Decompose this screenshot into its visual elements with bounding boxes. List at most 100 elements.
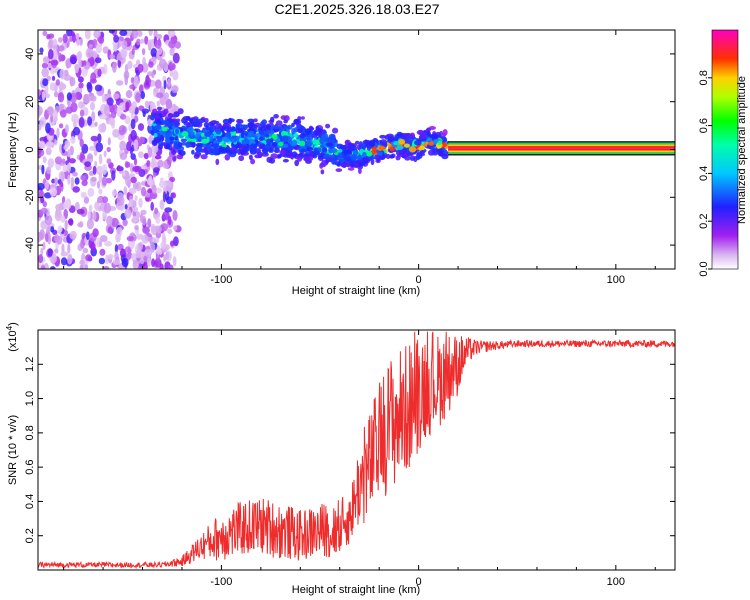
spectrogram-tone-cell — [281, 135, 290, 142]
spectrogram-noise-cell — [167, 78, 172, 87]
spectrogram-tone-cell — [249, 143, 256, 150]
spectrogram-tone-cell — [259, 144, 266, 150]
spectrogram-noise-cell — [116, 106, 122, 117]
spectrogram-tone-cell — [273, 128, 280, 133]
spectrogram-noise-cell — [54, 177, 58, 186]
snr-y-tick-label: 0.4 — [24, 494, 36, 509]
spectrogram-tone-cell — [188, 134, 196, 139]
spectrogram-noise-cell — [44, 214, 53, 226]
spectrogram-noise-cell — [78, 67, 82, 76]
spectrogram-tone-cell — [317, 128, 323, 133]
spectrogram-noise-cell — [63, 145, 69, 150]
spectrogram-noise-cell — [68, 158, 76, 164]
spectrogram-tone-cell — [288, 136, 292, 143]
colorbar-label: Normalized spectral amplitude — [736, 76, 748, 224]
spectrogram-tone-cell — [229, 136, 238, 143]
spectrogram-noise-cell — [82, 247, 89, 254]
spectrogram-noise-cell — [106, 215, 113, 226]
spectrogram-noise-cell — [58, 45, 65, 52]
spectrogram-noise-cell — [90, 176, 97, 182]
spectrogram-noise-cell — [121, 257, 129, 268]
colorbar — [711, 29, 739, 270]
spectrogram-noise-cell — [62, 164, 68, 173]
spectrogram-noise-cell — [58, 52, 62, 62]
spectrogram-noise-cell — [97, 197, 103, 204]
spectrogram-tone-cell — [277, 125, 284, 130]
spectrogram-noise-cell — [78, 101, 84, 109]
spectrogram-noise-cell — [134, 195, 138, 202]
spectrogram-noise-cell — [94, 121, 98, 127]
spectrogram-noise-cell — [39, 47, 44, 54]
spectrogram-tone-cell — [260, 121, 265, 127]
spectrogram-noise-cell — [172, 70, 179, 81]
spectrogram-noise-cell — [87, 83, 93, 93]
spectrogram-tone-cell — [428, 141, 435, 146]
spectrogram-tone-cell — [248, 130, 255, 137]
spectrogram-noise-cell — [173, 236, 179, 247]
spectrogram-tone-cell — [304, 128, 312, 135]
spectrogram-x-label: Height of straight line (km) — [292, 285, 420, 297]
spectrogram-tone-cell — [266, 138, 271, 144]
spectrogram-noise-cell — [144, 249, 152, 258]
spectrogram-noise-cell — [46, 166, 52, 175]
spectrogram-noise-cell — [112, 128, 120, 138]
spectrogram-tone-cell — [282, 143, 289, 148]
spectrogram-noise-cell — [45, 147, 52, 156]
spectrogram-noise-cell — [54, 234, 60, 243]
spectrogram-noise-cell — [107, 226, 113, 234]
spectrogram-noise-cell — [148, 78, 152, 84]
spectrogram-noise-cell — [94, 84, 103, 92]
spectrogram-noise-cell — [87, 187, 95, 197]
spectrogram-noise-cell — [116, 195, 125, 206]
spectrogram-tone-cell — [432, 148, 438, 153]
spectrogram-noise-cell — [61, 243, 65, 254]
spectrogram-tone-cell — [262, 147, 269, 155]
spectrogram-noise-cell — [154, 257, 162, 268]
spectrogram-noise-cell — [151, 237, 160, 244]
spectrogram-noise-cell — [81, 263, 89, 269]
spectrogram-noise-cell — [67, 148, 71, 158]
spectrogram-tone-cell — [379, 134, 387, 139]
spectrogram-noise-cell — [76, 38, 80, 47]
spectrogram-noise-cell — [162, 191, 167, 203]
spectrogram-noise-cell — [152, 167, 160, 173]
spectrogram-noise-cell — [147, 218, 152, 229]
spectrogram-tone-cell — [362, 151, 367, 159]
spectrogram-noise-cell — [42, 241, 46, 251]
spectrogram-noise-cell — [89, 95, 97, 102]
spectrogram-tone-cell — [175, 128, 180, 135]
spectrogram-tone-cell — [398, 139, 406, 145]
spectrogram-noise-cell — [91, 50, 98, 59]
spectrogram-tone-cell — [241, 139, 249, 145]
spectrogram-noise-cell — [159, 180, 167, 189]
spectrogram-noise-cell — [154, 79, 162, 89]
spectrogram-noise-cell — [156, 92, 164, 99]
spectrogram-noise-cell — [142, 226, 150, 234]
spectrogram-noise-cell — [156, 33, 163, 40]
spectrogram-noise-cell — [57, 92, 65, 103]
spectrogram-noise-cell — [141, 48, 146, 56]
spectrogram-noise-cell — [58, 103, 64, 111]
spectrogram-noise-cell — [122, 219, 128, 227]
spectrogram-noise-cell — [82, 107, 89, 117]
spectrogram-tone-cell — [306, 146, 314, 152]
spectrogram-noise-cell — [166, 250, 172, 262]
spectrogram-noise-cell — [81, 179, 88, 186]
spectrogram-noise-cell — [69, 76, 76, 87]
spectrogram-noise-cell — [95, 142, 104, 153]
spectrogram-tone-cell — [331, 148, 338, 153]
snr-x-tick-label: 0 — [416, 576, 422, 588]
spectrogram-tone-cell — [174, 136, 178, 141]
spectrogram-tone-cell — [362, 157, 368, 162]
spectrogram-noise-cell — [138, 241, 143, 251]
spectrogram-noise-cell — [87, 210, 91, 220]
spectrogram-noise-cell — [87, 116, 93, 126]
spectrogram-noise-cell — [70, 56, 77, 65]
spectrogram-noise-cell — [45, 122, 51, 134]
spectrogram-noise-cell — [102, 211, 107, 220]
spectrogram-noise-cell — [159, 58, 167, 69]
spectrogram-noise-cell — [171, 85, 179, 94]
spectrogram-noise-cell — [166, 156, 172, 166]
spectrogram-tone-cell — [244, 124, 249, 130]
spectrogram-noise-cell — [98, 257, 106, 265]
